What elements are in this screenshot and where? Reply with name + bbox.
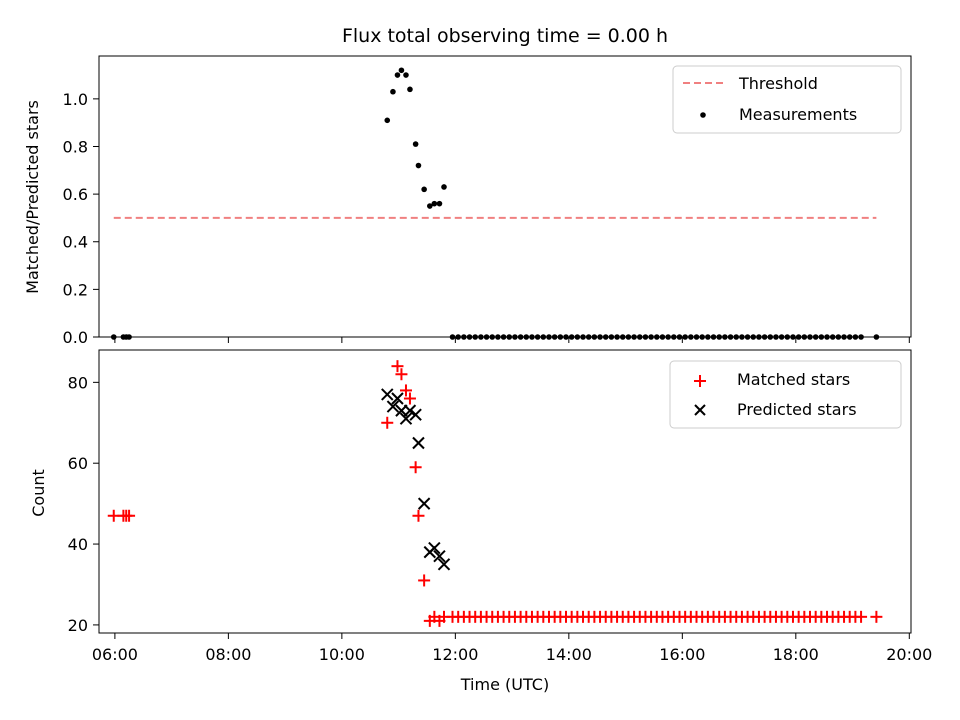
- predicted-star-point: [391, 392, 404, 405]
- x-tick-label: 06:00: [92, 645, 138, 664]
- matched-star-point: [412, 509, 425, 522]
- y-tick-label: 0.8: [63, 137, 88, 156]
- y-tick-label: 40: [68, 535, 88, 554]
- predicted-star-point: [433, 549, 446, 563]
- predicted-star-point: [403, 404, 417, 417]
- matched-star-point: [381, 416, 394, 429]
- matched-star-point: [418, 574, 431, 587]
- measurement-point: [431, 200, 438, 207]
- y-tick-label: 0.6: [63, 185, 88, 204]
- x-tick-label: 10:00: [319, 645, 365, 664]
- matched-star-point: [399, 384, 412, 397]
- bottom-legend-box: [669, 360, 902, 429]
- bottom-plot-frame: [98, 349, 912, 634]
- bottom-x-ticks: 06:00 08:00 10:00 12:00 14:00 16:00 18:00 20:00: [92, 633, 932, 664]
- predicted-star-point: [399, 412, 413, 425]
- matched-star-point: [395, 368, 408, 381]
- y-tick-label: 20: [68, 616, 88, 635]
- y-tick-label: 1.0: [63, 90, 88, 109]
- measurement-point: [421, 186, 427, 193]
- legend-predicted-label: Predicted stars: [737, 400, 857, 419]
- top-legend: Threshold Measurements: [672, 65, 902, 134]
- top-plot-frame: [98, 55, 912, 338]
- measurement-point: [415, 162, 422, 169]
- measurement-point: [427, 203, 433, 209]
- predicted-star-point: [381, 388, 394, 401]
- predicted-star-point: [386, 400, 400, 413]
- x-tick-label: 16:00: [659, 645, 705, 664]
- measurement-point: [441, 184, 447, 190]
- matched-star-point: [391, 360, 404, 373]
- bottom-legend: Matched stars Predicted stars: [669, 360, 902, 429]
- chart-title: Flux total observing time = 0.00 h: [342, 25, 668, 47]
- bottom-panel: Count Time (UTC) 20 40 60 80 06:00 08:00 10:0…: [29, 349, 932, 694]
- matched-star-point: [870, 610, 883, 623]
- measurement-point: [436, 200, 443, 207]
- matched-star-point: [409, 461, 422, 474]
- predicted-star-point: [437, 558, 451, 571]
- legend-measurements-swatch: [700, 112, 706, 118]
- x-tick-label: 12:00: [432, 645, 478, 664]
- top-y-axis-label: Matched/Predicted stars: [23, 100, 42, 294]
- predicted-star-point: [412, 436, 425, 450]
- measurement-point: [412, 141, 419, 147]
- matched-star-point: [403, 392, 416, 405]
- measurement-point: [398, 67, 405, 74]
- measurement-point: [384, 117, 391, 124]
- legend-predicted-swatch: [694, 404, 706, 416]
- y-tick-label: 80: [68, 373, 88, 392]
- matched-star-point: [123, 509, 136, 522]
- x-tick-label: 08:00: [205, 645, 251, 664]
- predicted-star-point: [409, 408, 422, 421]
- y-tick-label: 0.0: [63, 328, 88, 347]
- measurement-point: [394, 72, 401, 78]
- legend-threshold-label: Threshold: [738, 74, 818, 93]
- x-tick-label: 20:00: [886, 645, 932, 664]
- top-y-ticks: 0.0 0.2 0.4 0.6 0.8 1.0: [63, 90, 99, 347]
- bottom-plot-marks: [107, 360, 883, 627]
- legend-matched-label: Matched stars: [737, 370, 850, 389]
- bottom-y-axis-label: Count: [29, 469, 48, 517]
- predicted-star-point: [417, 497, 431, 510]
- bottom-y-ticks: 20 40 60 80: [68, 373, 99, 635]
- y-tick-label: 0.4: [63, 233, 88, 252]
- y-tick-label: 60: [68, 454, 88, 473]
- top-panel: Flux total observing time = 0.00 h Match…: [23, 25, 912, 347]
- top-x-ticks: [114, 337, 910, 343]
- measurement-point: [403, 72, 409, 78]
- measurement-point: [407, 86, 413, 93]
- x-axis-label: Time (UTC): [460, 675, 549, 694]
- top-legend-box: [672, 65, 902, 134]
- legend-measurements-label: Measurements: [739, 105, 857, 124]
- predicted-star-point: [428, 541, 441, 555]
- legend-matched-swatch: [694, 375, 706, 387]
- y-tick-label: 0.2: [63, 280, 88, 299]
- x-tick-label: 18:00: [773, 645, 819, 664]
- matched-star-point: [855, 610, 868, 623]
- x-tick-label: 14:00: [546, 645, 592, 664]
- measurement-point: [390, 88, 396, 95]
